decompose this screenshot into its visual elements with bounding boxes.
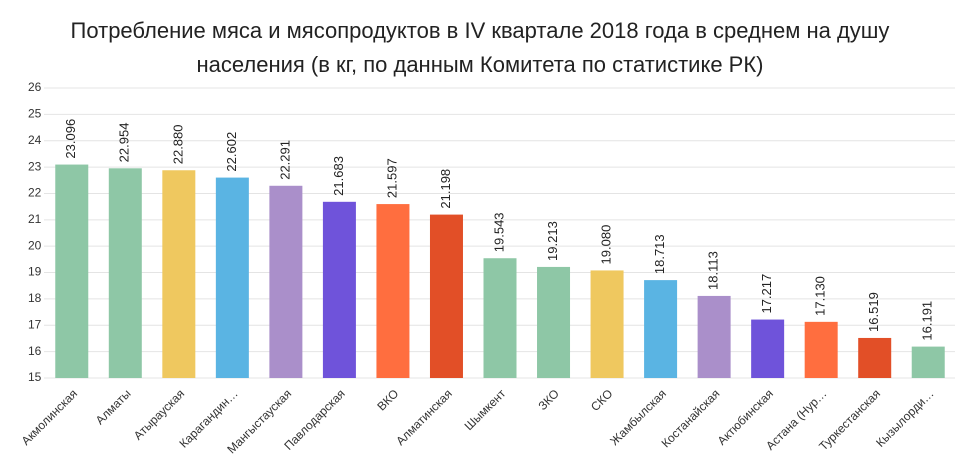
bar <box>322 201 356 378</box>
bar <box>590 270 624 378</box>
value-label: 21.597 <box>384 158 399 198</box>
x-tick-label: Шымкент <box>462 386 509 433</box>
x-tick-label: ЗКО <box>535 386 561 412</box>
value-label: 16.191 <box>920 301 935 341</box>
x-tick-label: Алматинская <box>393 386 455 448</box>
value-label: 22.954 <box>117 123 132 163</box>
bar <box>55 164 89 378</box>
bar <box>429 214 463 378</box>
y-tick-label: 18 <box>28 291 42 305</box>
x-tick-label: Атырауская <box>131 386 187 442</box>
value-label: 17.130 <box>813 276 828 316</box>
value-label: 19.080 <box>598 225 613 265</box>
bar <box>751 319 785 378</box>
value-label: 17.217 <box>759 274 774 314</box>
bar <box>108 168 142 378</box>
x-tick-label: СКО <box>588 386 615 413</box>
bar <box>644 280 678 378</box>
value-label: 16.519 <box>866 292 881 332</box>
bar <box>804 321 838 378</box>
x-tick-label: Акмолинская <box>19 386 80 447</box>
bar <box>162 170 196 378</box>
x-tick-label: Алматы <box>93 386 134 427</box>
bar <box>537 266 571 378</box>
bar <box>697 295 731 378</box>
value-label: 19.213 <box>545 221 560 261</box>
value-label: 21.683 <box>331 156 346 196</box>
y-tick-label: 17 <box>28 317 42 331</box>
y-tick-label: 16 <box>28 344 42 358</box>
bar <box>269 185 303 378</box>
value-label: 21.198 <box>438 169 453 209</box>
bar <box>858 337 892 378</box>
value-label: 22.291 <box>277 140 292 180</box>
y-tick-label: 23 <box>28 159 42 173</box>
value-label: 18.713 <box>652 234 667 274</box>
y-tick-label: 15 <box>28 370 42 384</box>
x-tick-label: Кызылорди… <box>873 386 936 449</box>
y-tick-label: 21 <box>28 212 42 226</box>
bar <box>376 204 410 378</box>
chart-title: Потребление мяса и мясопродуктов в IV кв… <box>70 18 890 77</box>
value-label: 19.543 <box>491 212 506 252</box>
bar <box>215 177 249 378</box>
value-label: 22.880 <box>170 124 185 164</box>
y-tick-label: 25 <box>28 107 42 121</box>
bar <box>483 258 517 378</box>
y-tick-label: 24 <box>28 133 42 147</box>
x-tick-label: ВКО <box>374 386 401 413</box>
value-label: 18.113 <box>706 251 721 290</box>
y-tick-label: 20 <box>28 238 42 252</box>
y-tick-label: 19 <box>28 265 42 279</box>
bar <box>911 346 945 378</box>
y-tick-label: 22 <box>28 186 42 200</box>
value-label: 23.096 <box>63 119 78 159</box>
value-label: 22.602 <box>224 132 239 172</box>
y-tick-label: 26 <box>28 80 42 94</box>
